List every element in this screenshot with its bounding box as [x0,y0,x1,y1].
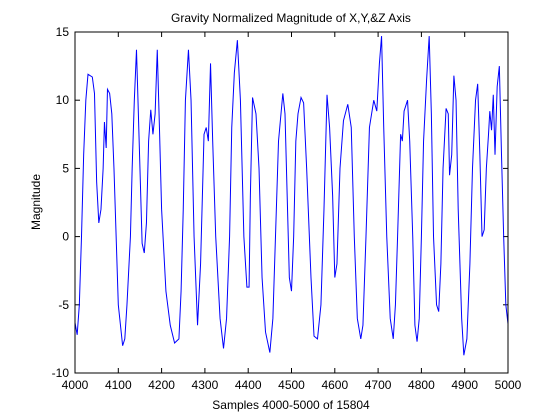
y-tick-label: 15 [56,25,70,39]
plot-frame [74,31,509,374]
y-tick-label: -5 [58,298,69,312]
plot-area [75,32,508,373]
x-tick-label: 4400 [235,378,262,392]
x-tick-label: 4800 [408,378,435,392]
x-tick-label: 4600 [321,378,348,392]
x-tick-label: 4100 [105,378,132,392]
y-tick-label: 0 [62,230,69,244]
y-tick-label: 10 [56,93,70,107]
y-tick-label: 5 [62,161,69,175]
x-tick-label: 4900 [451,378,478,392]
data-line [74,36,509,356]
x-tick-label: 4200 [148,378,175,392]
chart-title: Gravity Normalized Magnitude of X,Y,&Z A… [171,11,411,25]
x-tick-label: 4500 [278,378,305,392]
x-tick-label: 4000 [62,378,89,392]
y-tick-label: -10 [52,366,70,380]
x-tick-label: 4700 [365,378,392,392]
x-tick-label: 5000 [495,378,522,392]
x-tick-label: 4300 [192,378,219,392]
y-axis-label: Magnitude [29,174,43,230]
x-axis-label: Samples 4000-5000 of 15804 [212,398,370,412]
